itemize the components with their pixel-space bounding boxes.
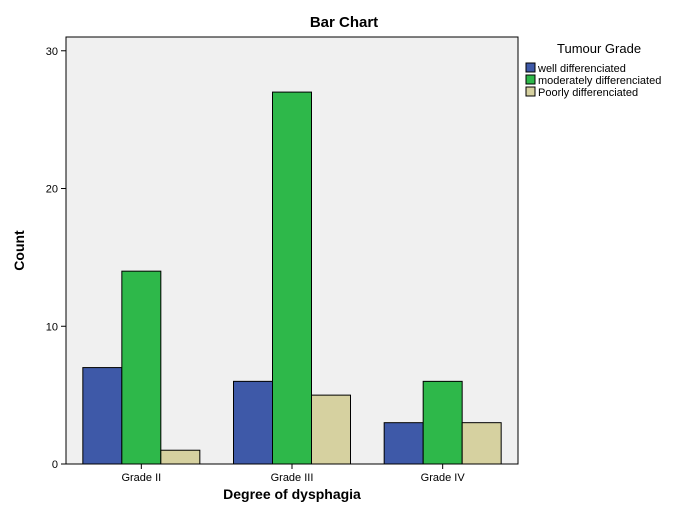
y-axis: 0 10 20 30 (46, 46, 66, 471)
x-tick-label: Grade II (121, 472, 161, 484)
legend: Tumour Grade well differenciatedmoderate… (525, 41, 661, 99)
bar-grade-iv-series-3 (461, 422, 502, 465)
y-tick-label: 20 (46, 184, 58, 196)
x-axis-title: Degree of dysphagia (223, 486, 361, 502)
bars-layer (82, 91, 502, 465)
chart-title: Bar Chart (310, 14, 378, 31)
bar-grade-ii-series-3 (160, 449, 201, 465)
y-tick-label: 30 (46, 46, 58, 58)
legend-label: Poorly differenciated (538, 87, 638, 99)
legend-label: well differenciated (537, 63, 626, 75)
bar-grade-iii-series-1 (233, 380, 273, 465)
bar-grade-ii-series-1 (82, 367, 123, 465)
x-axis: Grade II Grade III Grade IV (121, 464, 465, 484)
bar-grade-iv-series-2 (422, 380, 463, 465)
y-tick-label: 0 (52, 459, 58, 471)
bar-grade-iii-series-2 (272, 91, 312, 465)
x-tick-label: Grade IV (421, 472, 466, 484)
bar-grade-iii-series-3 (311, 394, 351, 465)
legend-swatch (525, 74, 536, 85)
legend-swatch (525, 62, 536, 73)
bar-grade-iv-series-1 (383, 422, 424, 465)
y-axis-title: Count (11, 230, 27, 271)
legend-title: Tumour Grade (557, 41, 641, 56)
y-tick-label: 10 (46, 321, 58, 333)
legend-swatch (525, 86, 536, 97)
legend-label: moderately differenciated (538, 75, 661, 87)
bar-grade-ii-series-2 (121, 270, 162, 465)
x-tick-label: Grade III (271, 472, 314, 484)
